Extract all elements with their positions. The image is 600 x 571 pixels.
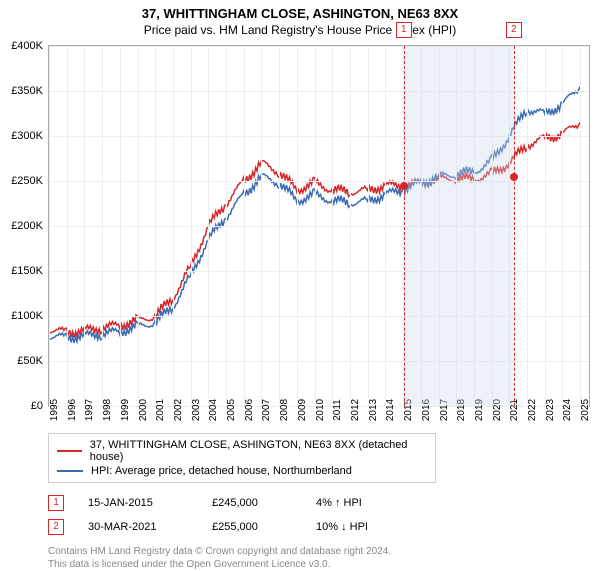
- x-axis-label: 2005: [226, 399, 237, 421]
- y-axis-label: £50K: [17, 355, 43, 367]
- y-axis-label: £150K: [11, 265, 43, 277]
- chart-title: 37, WHITTINGHAM CLOSE, ASHINGTON, NE63 8…: [0, 0, 600, 21]
- marker-dot: [400, 182, 408, 190]
- event-date: 15-JAN-2015: [88, 497, 188, 509]
- x-axis-label: 2003: [191, 399, 202, 421]
- marker-vline: [514, 46, 515, 406]
- legend-item: 37, WHITTINGHAM CLOSE, ASHINGTON, NE63 8…: [57, 438, 427, 464]
- event-marker-badge: 1: [48, 495, 64, 511]
- event-date: 30-MAR-2021: [88, 521, 188, 533]
- x-axis-label: 1999: [120, 399, 131, 421]
- event-row: 2 30-MAR-2021 £255,000 10% ↓ HPI: [48, 515, 600, 539]
- marker-badge: 1: [396, 22, 412, 38]
- marker-vline: [404, 46, 405, 406]
- event-delta: 4% ↑ HPI: [316, 497, 416, 509]
- x-axis-label: 2023: [545, 399, 556, 421]
- x-axis-label: 2001: [155, 399, 166, 421]
- event-delta: 10% ↓ HPI: [316, 521, 416, 533]
- marker-dot: [510, 173, 518, 181]
- legend-label: HPI: Average price, detached house, Nort…: [91, 465, 352, 477]
- x-axis-label: 2012: [350, 399, 361, 421]
- x-axis-label: 2022: [527, 399, 538, 421]
- chart-plot-area: £0£50K£100K£150K£200K£250K£300K£350K£400…: [48, 45, 590, 407]
- x-axis-label: 1995: [49, 399, 60, 421]
- legend-item: HPI: Average price, detached house, Nort…: [57, 464, 427, 478]
- x-axis-label: 2009: [297, 399, 308, 421]
- shaded-period: [404, 46, 514, 406]
- chart-container: 37, WHITTINGHAM CLOSE, ASHINGTON, NE63 8…: [0, 0, 600, 560]
- x-axis-label: 2013: [368, 399, 379, 421]
- footer-line: Contains HM Land Registry data © Crown c…: [48, 545, 600, 558]
- x-axis-label: 2025: [580, 399, 591, 421]
- x-axis-label: 2010: [315, 399, 326, 421]
- event-row: 1 15-JAN-2015 £245,000 4% ↑ HPI: [48, 491, 600, 515]
- x-axis-label: 2000: [138, 399, 149, 421]
- x-axis-label: 1998: [102, 399, 113, 421]
- x-axis-label: 2008: [279, 399, 290, 421]
- x-axis-label: 1996: [67, 399, 78, 421]
- x-axis-label: 2004: [208, 399, 219, 421]
- events-table: 1 15-JAN-2015 £245,000 4% ↑ HPI 2 30-MAR…: [48, 491, 600, 539]
- y-axis-label: £400K: [11, 40, 43, 52]
- y-axis-label: £0: [31, 400, 43, 412]
- legend-label: 37, WHITTINGHAM CLOSE, ASHINGTON, NE63 8…: [90, 439, 427, 463]
- x-axis-label: 2002: [173, 399, 184, 421]
- footer-attribution: Contains HM Land Registry data © Crown c…: [48, 545, 600, 571]
- marker-badge: 2: [506, 22, 522, 38]
- x-axis-label: 2007: [261, 399, 272, 421]
- y-axis-label: £250K: [11, 175, 43, 187]
- y-axis-label: £200K: [11, 220, 43, 232]
- event-marker-badge: 2: [48, 519, 64, 535]
- event-price: £245,000: [212, 497, 292, 509]
- y-axis-label: £100K: [11, 310, 43, 322]
- y-axis-label: £300K: [11, 130, 43, 142]
- legend-swatch: [57, 450, 82, 452]
- legend-swatch: [57, 470, 83, 472]
- event-price: £255,000: [212, 521, 292, 533]
- x-axis-label: 1997: [84, 399, 95, 421]
- x-axis-label: 2011: [332, 399, 343, 421]
- x-axis-label: 2024: [562, 399, 573, 421]
- y-axis-label: £350K: [11, 85, 43, 97]
- x-axis-label: 2006: [244, 399, 255, 421]
- chart-legend: 37, WHITTINGHAM CLOSE, ASHINGTON, NE63 8…: [48, 433, 436, 483]
- x-axis-label: 2014: [385, 399, 396, 421]
